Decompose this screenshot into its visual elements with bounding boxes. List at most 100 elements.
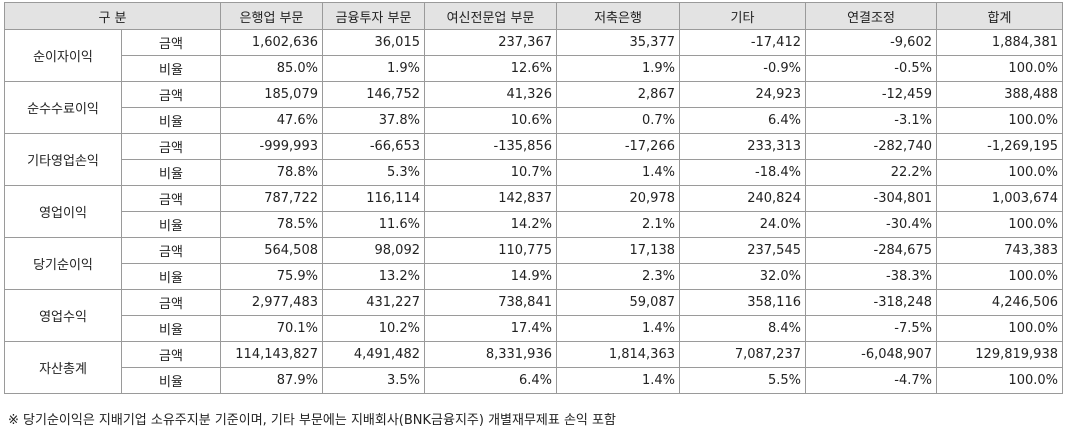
amount-cell: 7,087,237 [679, 341, 806, 368]
segment-financial-table: 구 분 은행업 부문 금융투자 부문 여신전문업 부문 저축은행 기타 연결조정 합계 순이… [4, 2, 1063, 394]
ratio-cell: 47.6% [220, 107, 323, 134]
row-subtype-amount: 금액 [121, 81, 221, 108]
ratio-cell: 37.8% [322, 107, 425, 134]
row-category: 당기순이익 [4, 237, 122, 290]
amount-cell: 237,367 [424, 29, 557, 56]
amount-cell: 738,841 [424, 289, 557, 316]
ratio-cell: 32.0% [679, 263, 806, 290]
ratio-cell: 78.5% [220, 211, 323, 238]
amount-cell: -17,266 [556, 133, 680, 160]
ratio-cell: -30.4% [805, 211, 937, 238]
ratio-cell: 1.4% [556, 367, 680, 394]
table-row: 영업수익 금액 2,977,483 431,227 738,841 59,087 358,1… [4, 289, 1063, 342]
header-row: 구 분 은행업 부문 금융투자 부문 여신전문업 부문 저축은행 기타 연결조정 합계 [4, 2, 1063, 30]
row-subtype-ratio: 비율 [121, 367, 221, 394]
row-subtype-ratio: 비율 [121, 211, 221, 238]
table-row: 순수수료이익 금액 185,079 146,752 41,326 2,867 24,923-… [4, 81, 1063, 134]
amount-cell: -17,412 [679, 29, 806, 56]
amount-cell: 564,508 [220, 237, 323, 264]
ratio-cell: 5.5% [679, 367, 806, 394]
ratio-cell: 0.7% [556, 107, 680, 134]
table-row: 당기순이익 금액 564,508 98,092 110,775 17,138 237,545… [4, 237, 1063, 290]
row-subtype-amount: 금액 [121, 341, 221, 368]
amount-cell: 20,978 [556, 185, 680, 212]
ratio-cell: 8.4% [679, 315, 806, 342]
row-subtype-ratio: 비율 [121, 263, 221, 290]
amount-cell: 185,079 [220, 81, 323, 108]
table-row: 자산총계 금액 114,143,827 4,491,482 8,331,936 1,814… [4, 341, 1063, 394]
row-category: 기타영업손익 [4, 133, 122, 186]
ratio-cell: 78.8% [220, 159, 323, 186]
amount-cell: 1,003,674 [936, 185, 1063, 212]
ratio-cell: 1.4% [556, 315, 680, 342]
amount-cell: -1,269,195 [936, 133, 1063, 160]
amount-cell: 2,867 [556, 81, 680, 108]
ratio-cell: 10.7% [424, 159, 557, 186]
row-subtype-ratio: 비율 [121, 159, 221, 186]
ratio-cell: 3.5% [322, 367, 425, 394]
row-category: 순수수료이익 [4, 81, 122, 134]
amount-cell: 146,752 [322, 81, 425, 108]
ratio-cell: 14.9% [424, 263, 557, 290]
ratio-cell: 87.9% [220, 367, 323, 394]
amount-cell: 240,824 [679, 185, 806, 212]
table-row: 비율 75.9% 13.2% 14.9% 2.3% 32.0% -38.3% 100.0% [5, 263, 1063, 290]
ratio-cell: 24.0% [679, 211, 806, 238]
ratio-cell: -3.1% [805, 107, 937, 134]
amount-cell: 41,326 [424, 81, 557, 108]
amount-cell: 24,923 [679, 81, 806, 108]
ratio-cell: 17.4% [424, 315, 557, 342]
column-header: 기타 [679, 2, 806, 30]
ratio-cell: -7.5% [805, 315, 937, 342]
ratio-cell: 100.0% [936, 55, 1063, 82]
amount-cell: 129,819,938 [936, 341, 1063, 368]
ratio-cell: 100.0% [936, 107, 1063, 134]
ratio-cell: 6.4% [679, 107, 806, 134]
footnote: ※ 당기순이익은 지배기업 소유주지분 기준이며, 기타 부문에는 지배회사(B… [8, 413, 616, 428]
amount-cell: 116,114 [322, 185, 425, 212]
column-header: 저축은행 [556, 2, 680, 30]
ratio-cell: 2.1% [556, 211, 680, 238]
table-row: 비율 78.5% 11.6% 14.2% 2.1% 24.0% -30.4% 100.0% [5, 211, 1063, 238]
amount-cell: 98,092 [322, 237, 425, 264]
ratio-cell: 13.2% [322, 263, 425, 290]
table-row: 기타영업손익 금액 -999,993 -66,653 -135,856 -17,266 23… [4, 133, 1063, 186]
row-subtype-amount: 금액 [121, 133, 221, 160]
amount-cell: 431,227 [322, 289, 425, 316]
amount-cell: 358,116 [679, 289, 806, 316]
amount-cell: -66,653 [322, 133, 425, 160]
ratio-cell: 22.2% [805, 159, 937, 186]
ratio-cell: 85.0% [220, 55, 323, 82]
table-row: 비율 87.9% 3.5% 6.4% 1.4% 5.5% -4.7% 100.0% [5, 367, 1063, 394]
row-subtype-ratio: 비율 [121, 107, 221, 134]
amount-cell: -282,740 [805, 133, 937, 160]
amount-cell: 4,246,506 [936, 289, 1063, 316]
ratio-cell: 100.0% [936, 211, 1063, 238]
row-category: 영업수익 [4, 289, 122, 342]
amount-cell: -318,248 [805, 289, 937, 316]
row-category: 자산총계 [4, 341, 122, 394]
amount-cell: 233,313 [679, 133, 806, 160]
amount-cell: 59,087 [556, 289, 680, 316]
amount-cell: 4,491,482 [322, 341, 425, 368]
column-header: 합계 [936, 2, 1063, 30]
column-header: 여신전문업 부문 [424, 2, 557, 30]
amount-cell: -284,675 [805, 237, 937, 264]
ratio-cell: 70.1% [220, 315, 323, 342]
ratio-cell: 1.9% [322, 55, 425, 82]
segment-table-container: 구 분 은행업 부문 금융투자 부문 여신전문업 부문 저축은행 기타 연결조정 합계 순이… [4, 2, 1063, 394]
ratio-cell: -38.3% [805, 263, 937, 290]
ratio-cell: 100.0% [936, 159, 1063, 186]
ratio-cell: -0.5% [805, 55, 937, 82]
amount-cell: 388,488 [936, 81, 1063, 108]
ratio-cell: 100.0% [936, 367, 1063, 394]
ratio-cell: -4.7% [805, 367, 937, 394]
table-body: 순이자이익 금액 1,602,636 36,015 237,367 35,377 -17,4… [4, 29, 1063, 394]
amount-cell: 17,138 [556, 237, 680, 264]
ratio-cell: 75.9% [220, 263, 323, 290]
amount-cell: 2,977,483 [220, 289, 323, 316]
ratio-cell: 1.9% [556, 55, 680, 82]
column-header: 연결조정 [805, 2, 937, 30]
ratio-cell: -18.4% [679, 159, 806, 186]
row-subtype-amount: 금액 [121, 185, 221, 212]
